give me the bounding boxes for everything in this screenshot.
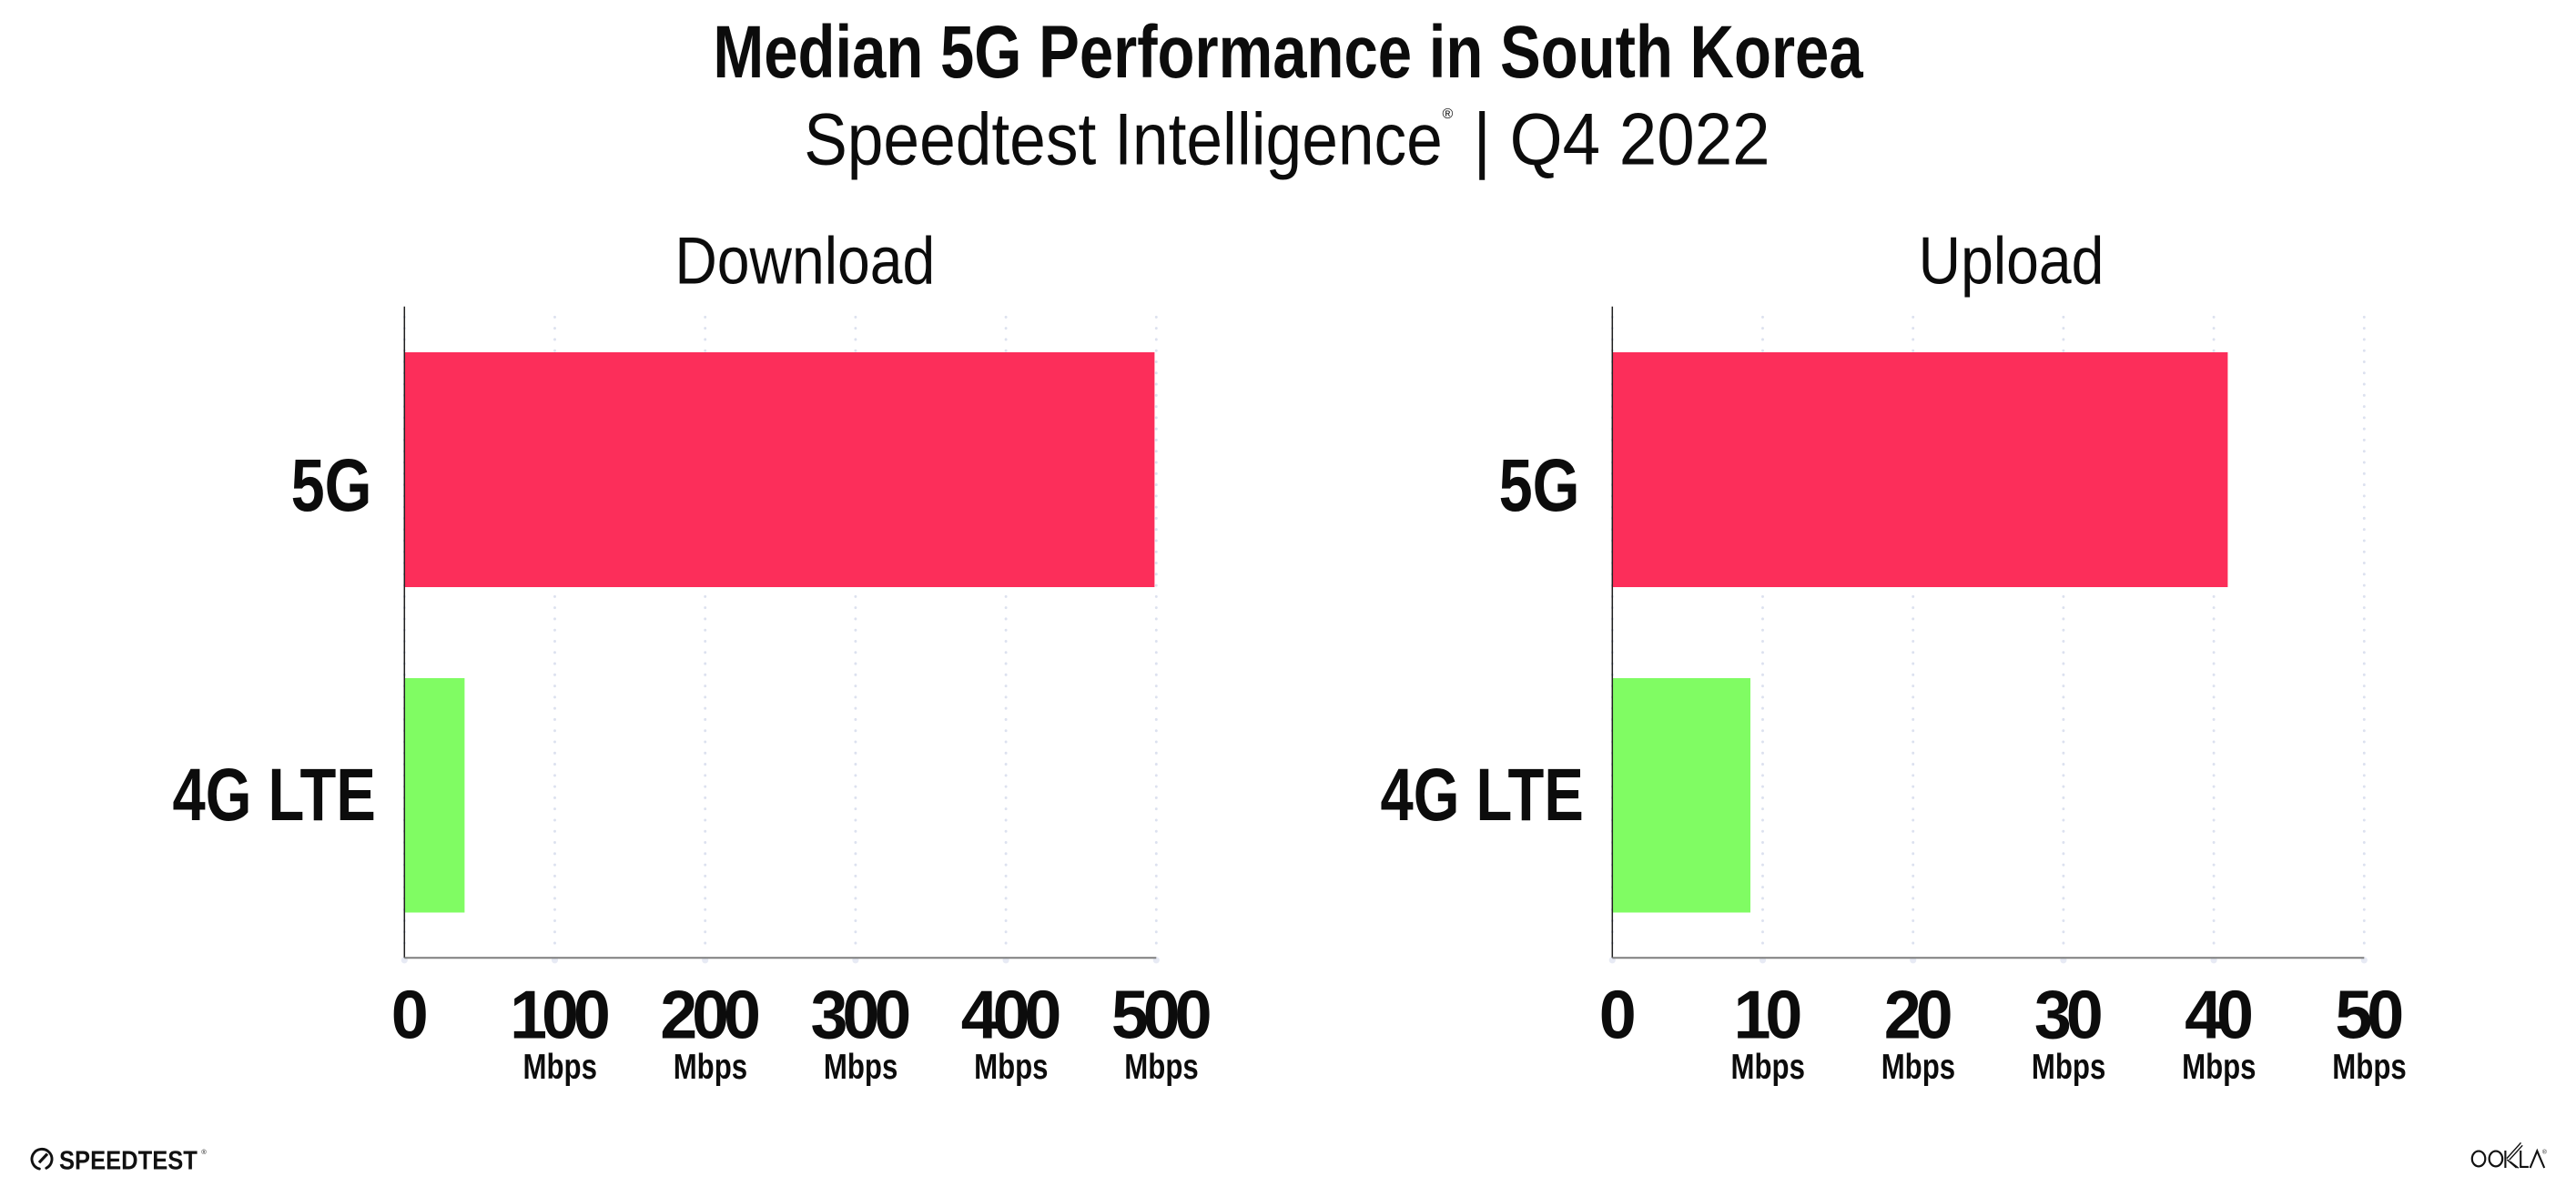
svg-text:300: 300	[810, 976, 908, 1053]
svg-text:Speedtest Intelligence: Speedtest Intelligence	[804, 99, 1443, 181]
svg-text:100: 100	[510, 976, 608, 1053]
svg-text:400: 400	[961, 976, 1060, 1053]
svg-text:40: 40	[2185, 976, 2251, 1053]
svg-text:| Q4 2022: | Q4 2022	[1474, 99, 1770, 180]
svg-text:Mbps: Mbps	[2332, 1048, 2406, 1087]
svg-text:Mbps: Mbps	[974, 1048, 1048, 1087]
svg-text:Mbps: Mbps	[1730, 1048, 1804, 1087]
svg-text:Upload: Upload	[1919, 224, 2104, 299]
svg-text:0: 0	[391, 976, 427, 1053]
svg-text:20: 20	[1884, 976, 1951, 1053]
svg-text:Mbps: Mbps	[2182, 1048, 2256, 1087]
svg-text:Median 5G Performance in South: Median 5G Performance in South Korea	[713, 11, 1863, 94]
svg-text:Mbps: Mbps	[2032, 1048, 2105, 1087]
svg-text:10: 10	[1734, 976, 1800, 1053]
svg-text:Mbps: Mbps	[1124, 1048, 1198, 1087]
svg-text:200: 200	[660, 976, 758, 1053]
svg-text:Mbps: Mbps	[824, 1048, 898, 1087]
svg-text:Mbps: Mbps	[674, 1048, 747, 1087]
svg-text:Download: Download	[674, 224, 935, 299]
svg-text:4G LTE: 4G LTE	[172, 753, 375, 837]
svg-text:0: 0	[1599, 976, 1635, 1053]
svg-text:500: 500	[1111, 976, 1210, 1053]
svg-text:4G LTE: 4G LTE	[1380, 753, 1583, 837]
svg-text:30: 30	[2034, 976, 2101, 1053]
svg-text:®: ®	[201, 1148, 207, 1156]
svg-text:50: 50	[2335, 976, 2401, 1053]
svg-text:®: ®	[2542, 1148, 2547, 1155]
svg-text:®: ®	[1443, 107, 1454, 122]
svg-text:Mbps: Mbps	[1881, 1048, 1955, 1087]
svg-text:5G: 5G	[1499, 442, 1580, 526]
svg-text:SPEEDTEST: SPEEDTEST	[59, 1146, 198, 1175]
svg-text:5G: 5G	[291, 442, 372, 526]
svg-text:Mbps: Mbps	[522, 1048, 596, 1087]
